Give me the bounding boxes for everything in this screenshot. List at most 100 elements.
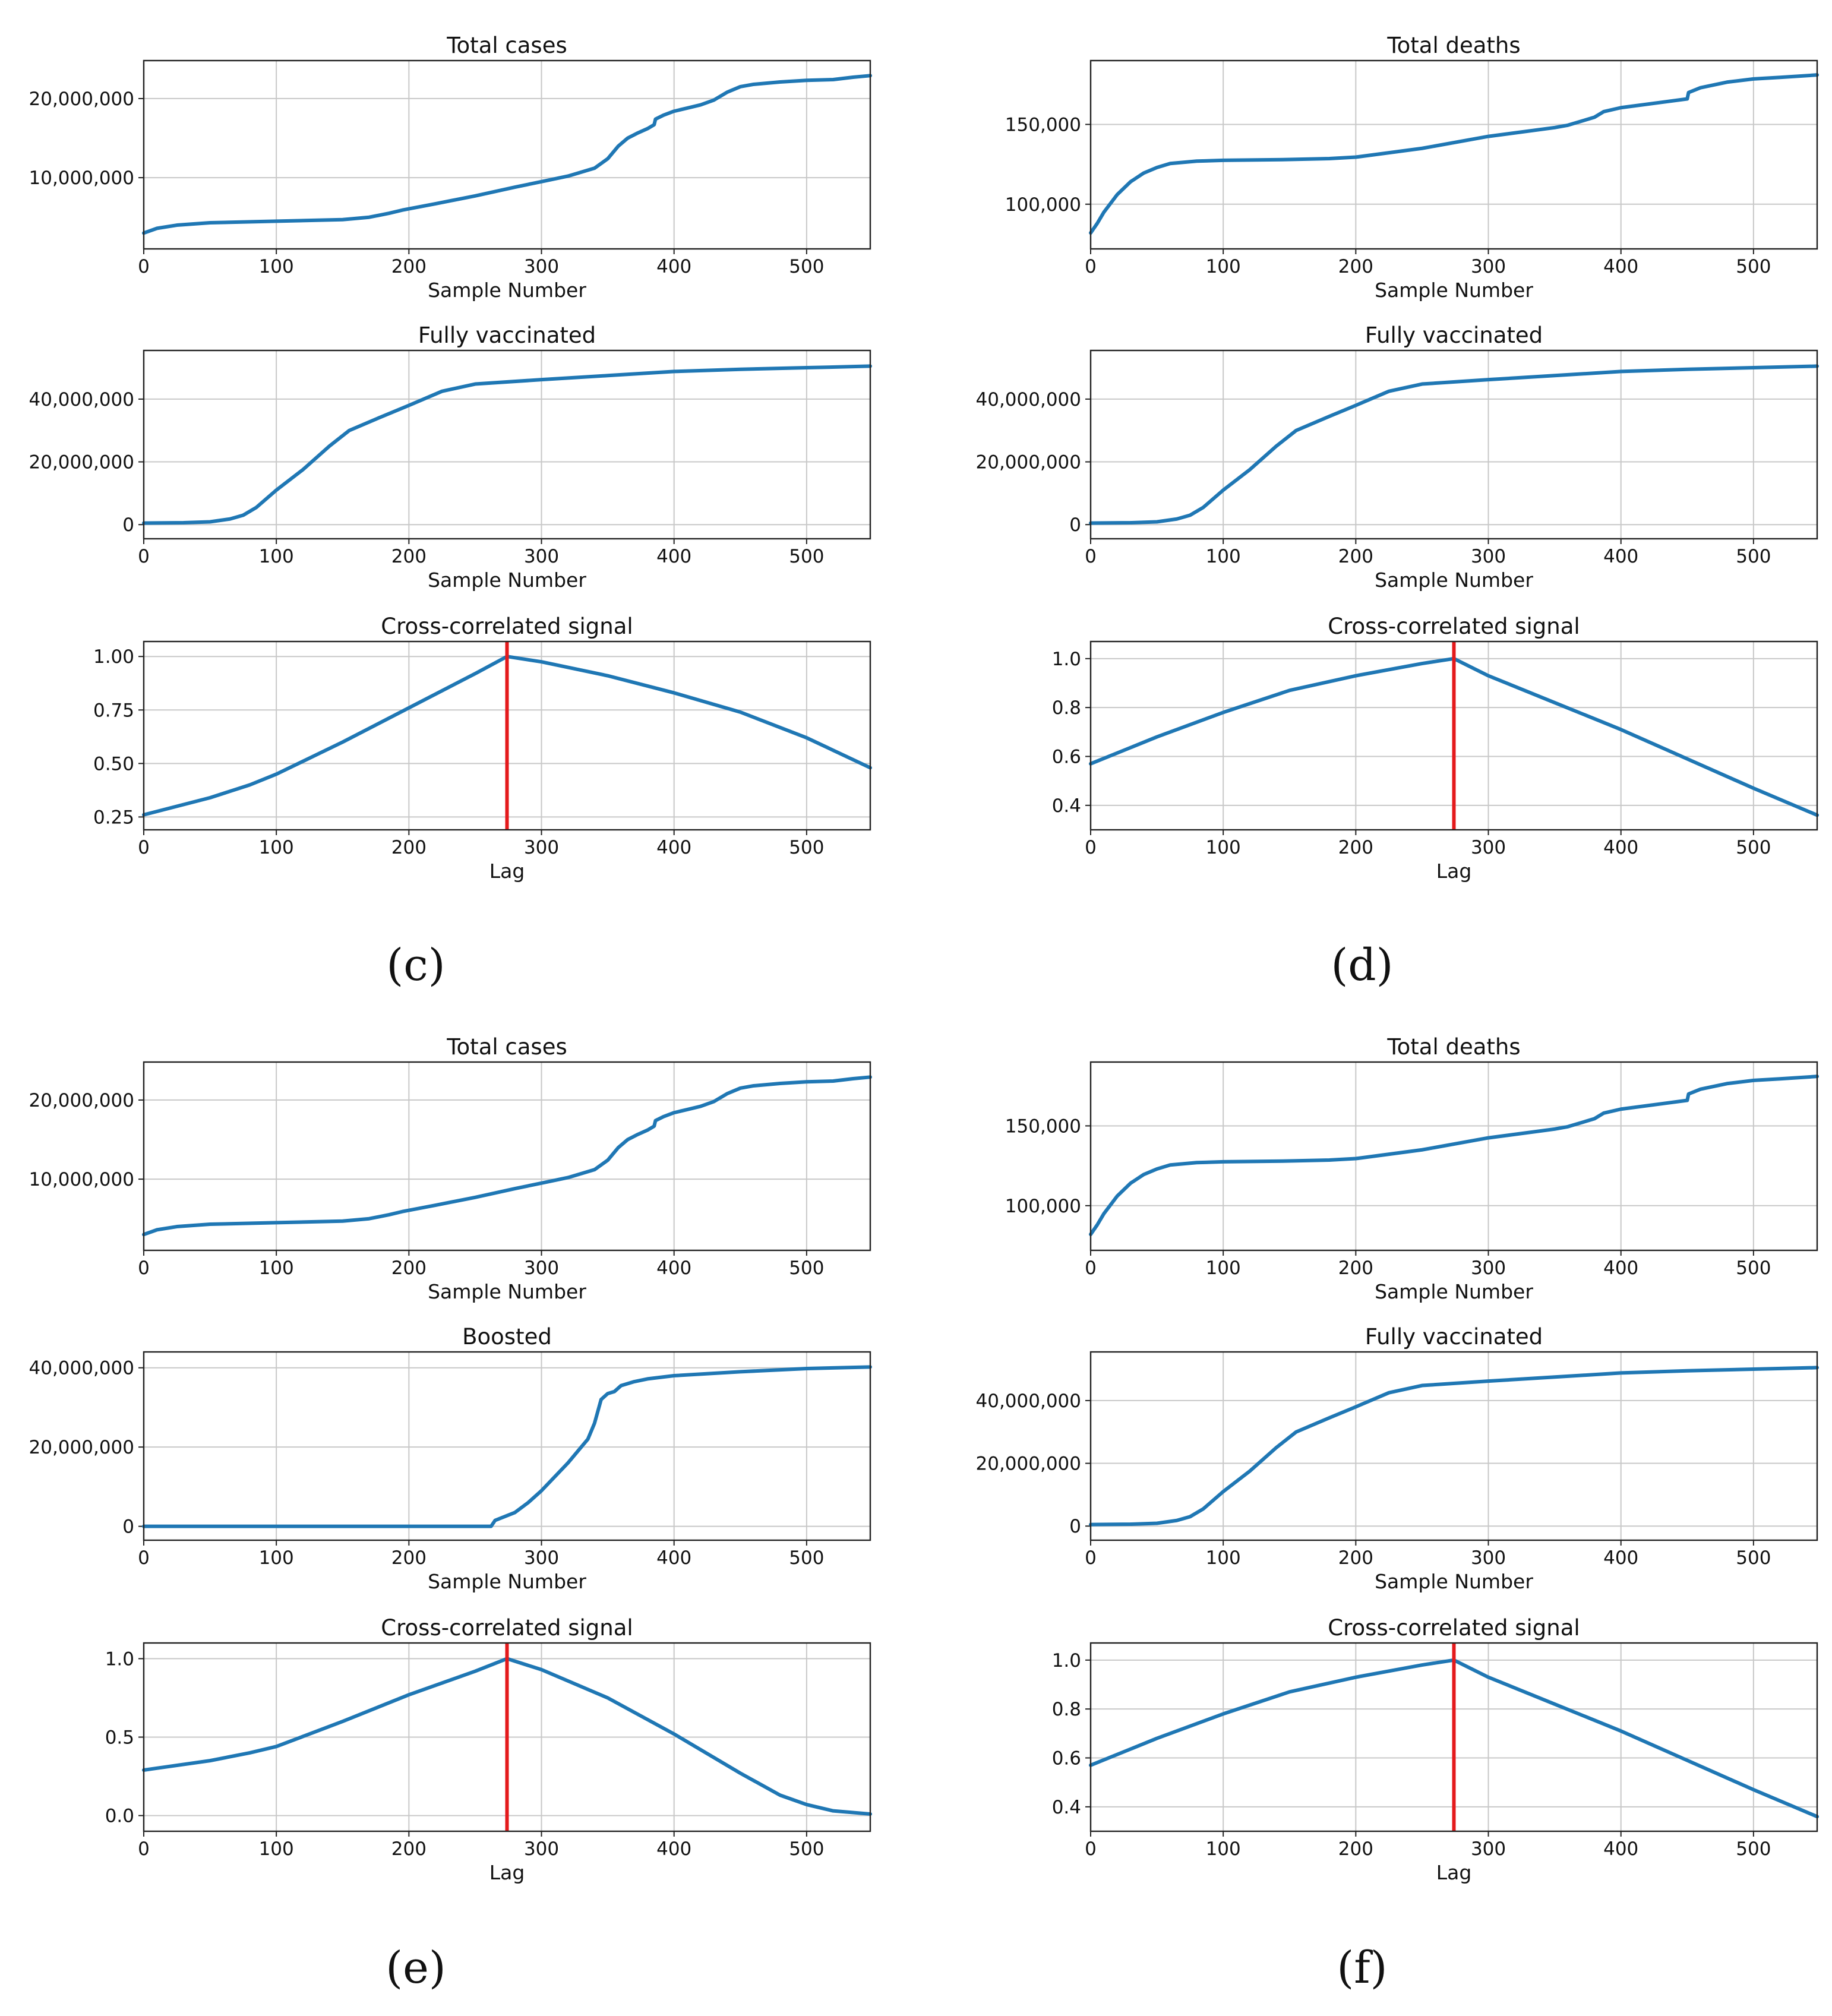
y-tick-label: 0.0 [105,1806,134,1827]
chart-title: Total cases [446,1034,567,1060]
chart-title: Boosted [462,1324,552,1350]
subplot-d3: 0 100 200 300 400 500 0.4 0.6 0.8 1.0 Cross-correl… [1052,614,1819,883]
y-tick-label: 0.75 [93,700,134,721]
x-tick-label: 0 [138,1838,150,1860]
series-line-fully-vaccinated [1089,1366,1819,1527]
y-tick-label: 1.0 [105,1648,134,1670]
x-tick-label: 200 [1338,1257,1373,1279]
y-tick-label: 100,000 [1005,1196,1081,1217]
y-tick-label: 0.25 [93,807,134,828]
x-tick-label: 500 [1736,546,1771,567]
x-tick-label: 500 [789,1257,824,1279]
y-tick-label: 1.0 [1052,649,1081,670]
x-axis-label: Sample Number [1375,279,1533,302]
x-tick-label: 200 [1338,256,1373,277]
y-tick-label: 0.50 [93,753,134,775]
x-tick-label: 500 [789,837,824,858]
x-tick-label: 400 [1603,546,1638,567]
x-tick-label: 200 [1338,837,1373,858]
x-tick-label: 0 [138,1547,150,1569]
y-tick-label: 0.8 [1052,1699,1081,1720]
x-tick-label: 500 [1736,837,1771,858]
y-tick-label: 20,000,000 [29,1090,135,1111]
y-tick-label: 20,000,000 [976,452,1082,473]
series-line-fully-vaccinated [1089,364,1819,525]
x-tick-label: 100 [259,1547,294,1569]
x-tick-label: 0 [1085,837,1097,858]
x-tick-label: 400 [656,546,691,567]
panel-label-f: (f) [1337,1942,1387,1993]
x-tick-label: 500 [1736,256,1771,277]
subplot-e2: 0 100 200 300 400 500 0 20,000,000 40,000,000 Boo… [29,1324,872,1593]
x-tick-label: 300 [1471,837,1506,858]
x-tick-label: 100 [259,546,294,567]
y-tick-label: 0 [122,514,134,536]
x-tick-label: 100 [1206,546,1241,567]
y-tick-label: 1.0 [1052,1650,1081,1671]
x-tick-label: 400 [1603,1838,1638,1860]
axes-frame [1089,1061,1818,1252]
chart-title: Cross-correlated signal [1328,1615,1580,1641]
y-tick-label: 0 [122,1516,134,1538]
x-tick-label: 200 [391,1257,427,1279]
x-tick-label: 200 [1338,1547,1373,1569]
axes-frame [1089,349,1818,540]
x-tick-label: 300 [524,837,559,858]
x-tick-label: 100 [1206,256,1241,277]
x-tick-label: 100 [259,837,294,858]
y-tick-label: 0 [1069,514,1081,536]
axes-frame [143,349,871,540]
x-tick-label: 400 [656,837,691,858]
x-tick-label: 400 [656,1838,691,1860]
y-tick-label: 20,000,000 [29,1437,135,1458]
x-tick-label: 300 [524,1257,559,1279]
panel-label-c: (c) [386,940,445,991]
x-tick-label: 0 [1085,1838,1097,1860]
x-tick-label: 300 [1471,1547,1506,1569]
series-line-cross-correlation [142,1657,872,1816]
x-tick-label: 500 [789,1838,824,1860]
x-tick-label: 0 [1085,1547,1097,1569]
x-tick-label: 0 [138,837,150,858]
x-tick-label: 100 [259,256,294,277]
x-axis-label: Sample Number [1375,1280,1533,1303]
y-tick-label: 0.4 [1052,1797,1081,1818]
chart-title: Total deaths [1386,1034,1520,1060]
y-tick-label: 0.5 [105,1727,134,1749]
y-tick-label: 10,000,000 [29,168,135,189]
subplot-c1: 0 100 200 300 400 500 10,000,000 20,000,000 Tota… [29,33,872,302]
plot-area [144,1062,870,1250]
x-tick-label: 100 [259,1257,294,1279]
x-tick-label: 200 [1338,1838,1373,1860]
axes-frame [143,59,871,250]
y-tick-label: 0.6 [1052,1748,1081,1769]
chart-title: Total cases [446,33,567,58]
x-tick-label: 300 [524,546,559,567]
x-tick-label: 400 [656,1257,691,1279]
x-tick-label: 400 [1603,256,1638,277]
y-tick-label: 40,000,000 [976,389,1082,410]
x-tick-label: 400 [656,1547,691,1569]
chart-title: Fully vaccinated [418,323,596,348]
x-tick-label: 200 [391,546,427,567]
x-tick-label: 300 [1471,1838,1506,1860]
y-tick-label: 40,000,000 [29,1358,135,1379]
y-tick-label: 150,000 [1005,1116,1081,1137]
x-tick-label: 0 [138,1257,150,1279]
chart-title: Cross-correlated signal [1328,614,1580,639]
subplot-f1: 0 100 200 300 400 500 100,000 150,000 Total deat… [1005,1034,1819,1303]
x-axis-label: Sample Number [1375,568,1533,592]
subplot-e1: 0 100 200 300 400 500 10,000,000 20,000,000 Tota… [29,1034,872,1303]
x-axis-label: Sample Number [428,568,586,592]
x-tick-label: 500 [789,1547,824,1569]
x-axis-label: Sample Number [428,279,586,302]
x-tick-label: 500 [1736,1547,1771,1569]
y-tick-label: 150,000 [1005,114,1081,135]
axes-frame [1089,59,1818,250]
y-tick-label: 0.8 [1052,697,1081,719]
x-axis-label: Lag [489,1861,525,1884]
x-tick-label: 400 [1603,1257,1638,1279]
subplots: 0 100 200 300 400 500 10,000,000 20,000,000 Tota… [29,33,1819,1884]
x-axis-label: Sample Number [428,1280,586,1303]
x-axis-label: Sample Number [428,1570,586,1593]
